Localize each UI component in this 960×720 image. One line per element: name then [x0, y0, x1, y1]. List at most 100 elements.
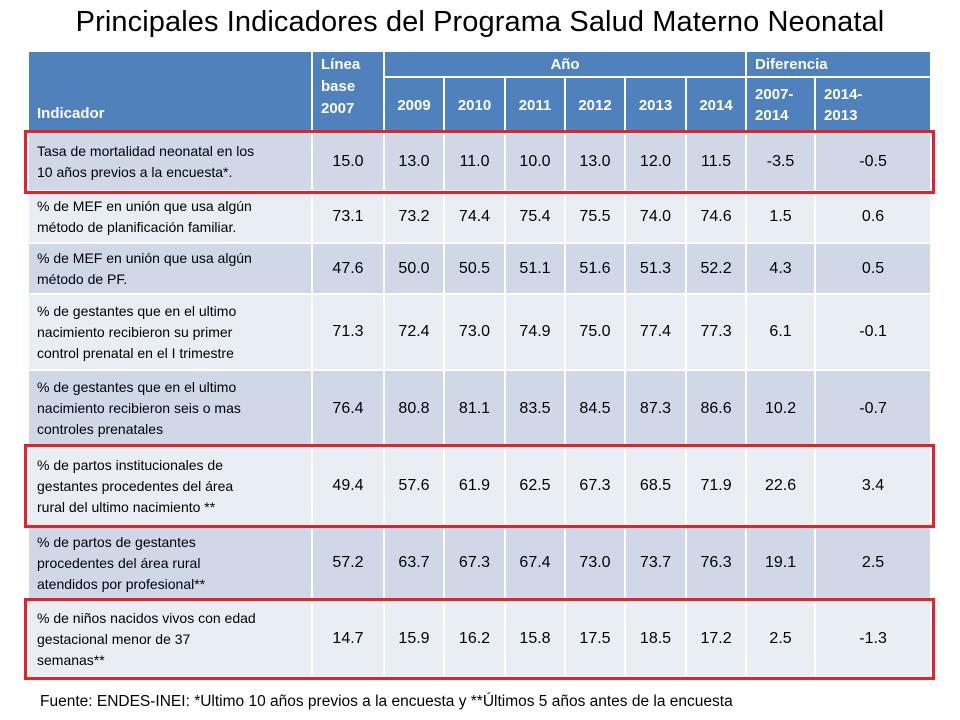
indicator-value: 47.6	[311, 242, 385, 295]
indicator-label: Tasa de mortalidad neonatal en los 10 año…	[27, 132, 313, 192]
indicator-value: 73.0	[564, 524, 626, 602]
indicator-value: 4.3	[745, 242, 817, 295]
table-row: Tasa de mortalidad neonatal en los 10 año…	[27, 132, 933, 192]
header-diferencia: Diferencia	[745, 50, 933, 78]
indicator-value: 14.7	[311, 600, 385, 678]
header-diff-line: 2014	[755, 107, 789, 124]
indicator-value: -0.7	[814, 369, 933, 448]
indicator-label: % de MEF en unión que usa algún método de…	[27, 242, 313, 295]
header-indicador: Indicador	[27, 50, 313, 134]
indicator-label-line: rural del ultimo nacimiento **	[37, 498, 216, 515]
indicator-value: 3.4	[814, 446, 933, 526]
indicator-value: 80.8	[383, 369, 445, 448]
indicator-value: 84.5	[564, 369, 626, 448]
indicator-label-line: % de MEF en unión que usa algún	[37, 249, 252, 266]
indicator-value: 75.0	[564, 293, 626, 371]
indicator-value: 18.5	[624, 600, 687, 678]
indicator-value: 67.3	[564, 446, 626, 526]
indicator-value: 17.5	[564, 600, 626, 678]
indicator-value: 15.9	[383, 600, 445, 678]
header-year: 2009	[383, 76, 445, 134]
indicator-value: 75.4	[504, 190, 566, 244]
header-linea-base-line: 2007	[321, 100, 355, 117]
indicator-label: % de MEF en unión que usa algún método de…	[27, 190, 313, 244]
header-year: 2013	[624, 76, 687, 134]
indicator-value: -3.5	[745, 132, 817, 192]
indicator-label-line: % de niños nacidos vivos con edad	[37, 609, 256, 626]
indicator-value: 15.0	[311, 132, 385, 192]
indicator-value: 51.6	[564, 242, 626, 295]
indicator-label-line: control prenatal en el I trimestre	[37, 344, 234, 361]
indicator-value: 11.5	[684, 132, 748, 192]
header-linea-base-line: base	[321, 78, 356, 95]
indicator-value: 50.0	[383, 242, 445, 295]
indicator-label-line: gestantes procedentes del área	[37, 477, 234, 494]
header-diff-line: 2007-	[755, 86, 794, 103]
indicator-value: 81.1	[443, 369, 506, 448]
indicator-label-line: gestacional menor de 37	[37, 630, 191, 647]
indicator-value: 68.5	[624, 446, 687, 526]
table-row: % de MEF en unión que usa algún método de…	[27, 242, 933, 295]
header-diff-line: 2014-	[824, 86, 863, 103]
indicators-table: Indicador Línea base 2007 Año Diferencia…	[27, 50, 933, 678]
indicator-value: 71.3	[311, 293, 385, 371]
indicator-value: 73.0	[443, 293, 506, 371]
indicator-label-line: atendidos por profesional**	[37, 575, 206, 592]
indicator-value: 13.0	[383, 132, 445, 192]
indicator-value: 6.1	[745, 293, 817, 371]
indicator-value: 57.6	[383, 446, 445, 526]
indicator-value: 16.2	[443, 600, 506, 678]
indicator-value: 15.8	[504, 600, 566, 678]
indicator-value: 75.5	[564, 190, 626, 244]
header-linea-base: Línea base 2007	[311, 50, 385, 134]
indicator-label-line: % de partos de gestantes	[37, 533, 196, 550]
table-row: % de partos institucionales de gestantes …	[27, 446, 933, 526]
indicator-value: 77.4	[624, 293, 687, 371]
indicator-label-line: 10 años previos a la encuesta*.	[37, 164, 233, 180]
indicator-value: -0.5	[814, 132, 933, 192]
indicator-value: 62.5	[504, 446, 566, 526]
indicator-label-line: nacimiento recibieron seis o mas	[37, 400, 241, 416]
indicator-value: 19.1	[745, 524, 817, 602]
indicator-label: % de partos institucionales de gestantes …	[27, 446, 313, 526]
source-footnote: Fuente: ENDES-INEI: *Ultimo 10 años prev…	[40, 693, 733, 710]
indicator-label-line: % de gestantes que en el ultimo	[37, 302, 237, 319]
indicator-value: 74.9	[504, 293, 566, 371]
indicator-value: 51.3	[624, 242, 687, 295]
table-row: % de MEF en unión que usa algún método de…	[27, 190, 933, 244]
indicator-value: 86.6	[684, 369, 748, 448]
indicator-value: -1.3	[814, 600, 933, 678]
indicator-label: % de gestantes que en el ultimo nacimient…	[27, 293, 313, 371]
indicator-value: 77.3	[684, 293, 748, 371]
indicator-value: 10.0	[504, 132, 566, 192]
indicator-label-line: procedentes del área rural	[37, 554, 201, 571]
indicator-label-line: % de partos institucionales de	[37, 456, 223, 473]
indicator-value: 11.0	[443, 132, 506, 192]
indicator-value: 83.5	[504, 369, 566, 448]
indicator-value: 2.5	[814, 524, 933, 602]
indicator-value: 76.4	[311, 369, 385, 448]
indicator-label-line: Tasa de mortalidad neonatal en los	[37, 143, 255, 159]
header-year: 2011	[504, 76, 566, 134]
indicator-value: 73.7	[624, 524, 687, 602]
indicator-value: 73.2	[383, 190, 445, 244]
indicator-value: 51.1	[504, 242, 566, 295]
indicator-value: 74.6	[684, 190, 748, 244]
indicator-value: 63.7	[383, 524, 445, 602]
indicator-value: 12.0	[624, 132, 687, 192]
indicator-label: % de partos de gestantes procedentes del …	[27, 524, 313, 602]
indicator-value: 74.0	[624, 190, 687, 244]
header-linea-base-line: Línea	[321, 56, 361, 73]
indicator-value: 67.3	[443, 524, 506, 602]
indicator-value: 73.1	[311, 190, 385, 244]
indicator-value: 10.2	[745, 369, 817, 448]
indicator-value: 61.9	[443, 446, 506, 526]
header-year: 2014	[684, 76, 748, 134]
indicator-label-line: % de MEF en unión que usa algún	[37, 198, 252, 214]
indicator-value: 2.5	[745, 600, 817, 678]
indicator-value: 74.4	[443, 190, 506, 244]
table-row: % de partos de gestantes procedentes del …	[27, 524, 933, 602]
indicator-value: 71.9	[684, 446, 748, 526]
table-row: % de gestantes que en el ultimo nacimient…	[27, 293, 933, 371]
indicator-value: 0.5	[814, 242, 933, 295]
